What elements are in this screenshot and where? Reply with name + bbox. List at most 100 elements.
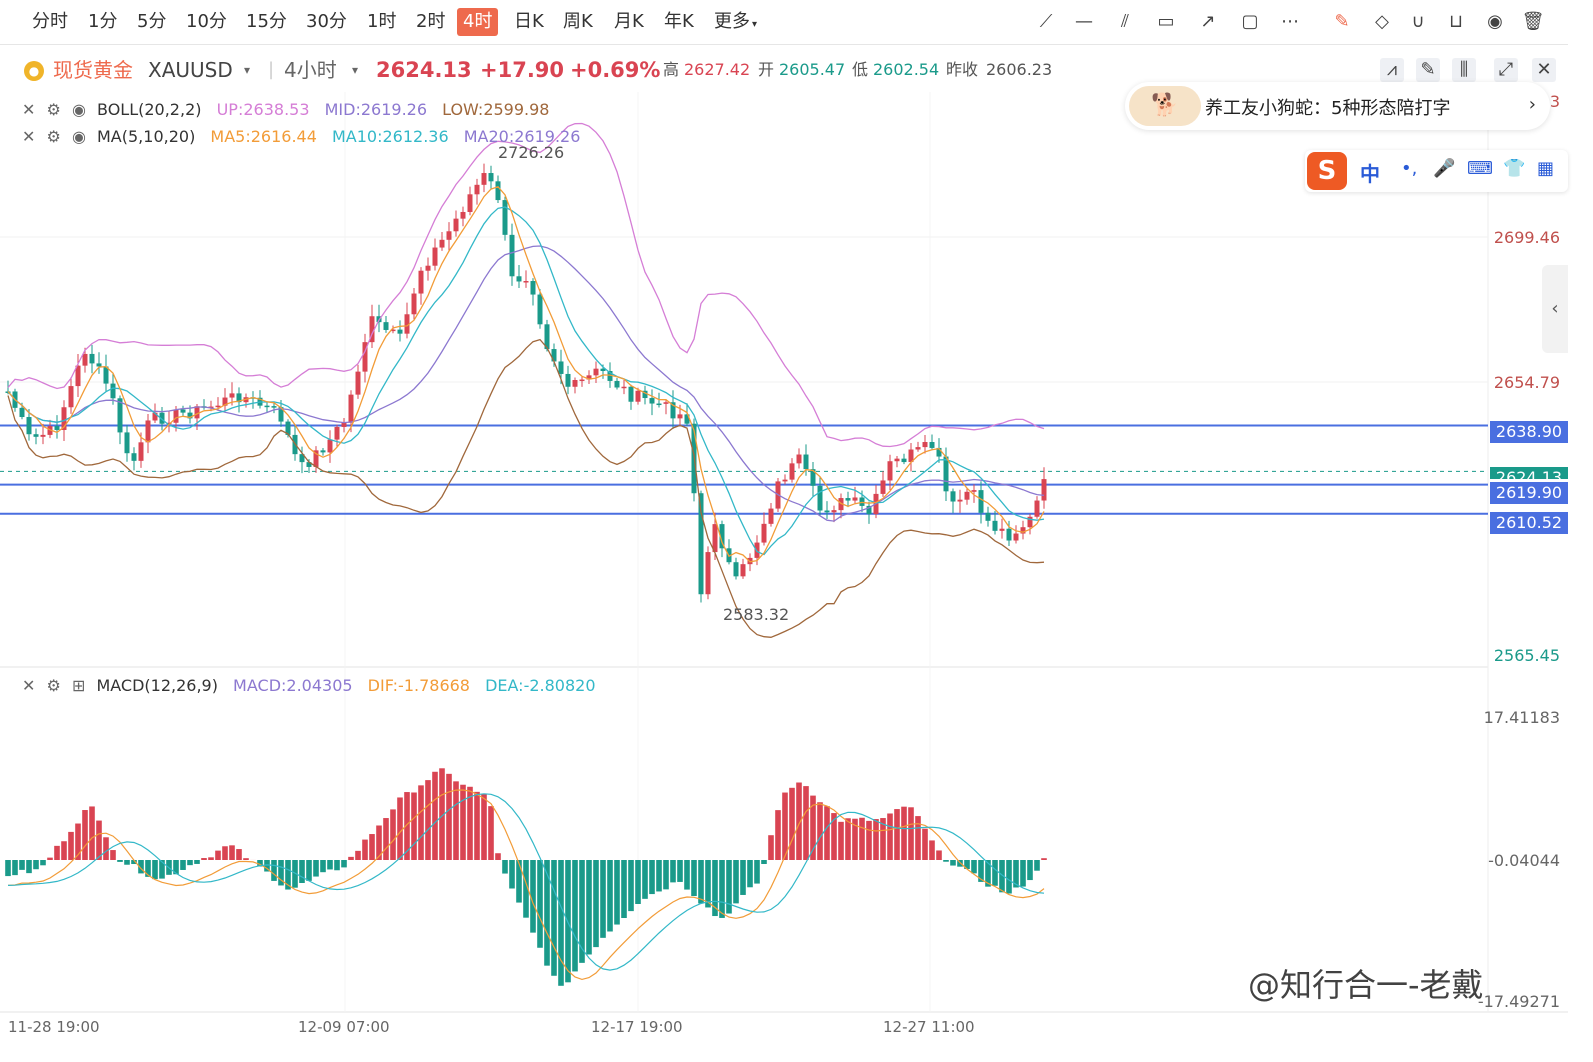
indicator-icon[interactable]: ⫼	[1452, 58, 1476, 82]
more-dots-icon[interactable]: ⋯	[1281, 11, 1299, 32]
macd-histogram-bar	[390, 809, 396, 860]
macd-histogram-bar	[936, 850, 942, 860]
arrow-icon[interactable]: ↗	[1200, 11, 1216, 32]
tf-1h[interactable]: 1时	[367, 11, 397, 32]
eye-icon[interactable]: ◉	[71, 127, 86, 146]
candle-body	[894, 458, 900, 462]
chart-type-icon[interactable]: ⩘	[1380, 58, 1404, 82]
settings-icon[interactable]: ⚙	[46, 127, 61, 146]
mic-icon[interactable]: 🎤	[1433, 158, 1456, 179]
kline-chart[interactable]	[0, 0, 1568, 1045]
macd-axis-label: -17.49271	[1477, 992, 1560, 1011]
ime-lang[interactable]: 中	[1360, 162, 1380, 186]
trash-icon[interactable]: 🗑	[1521, 11, 1545, 32]
symbol-name[interactable]: 现货黄金	[53, 58, 133, 82]
lock-icon[interactable]: ⊔	[1448, 11, 1464, 32]
high-label: 高	[663, 60, 680, 79]
tf-4h[interactable]: 4时	[457, 8, 499, 36]
close-icon[interactable]: ✕	[22, 676, 36, 695]
tf-week[interactable]: 周K	[563, 11, 593, 32]
close-icon[interactable]: ✕	[22, 100, 36, 119]
sogou-logo-icon[interactable]: S	[1307, 152, 1347, 190]
skin-icon[interactable]: 👕	[1503, 158, 1526, 179]
rectangle-icon[interactable]: ▭	[1157, 11, 1175, 32]
tf-15min[interactable]: 15分	[246, 11, 287, 32]
macd-histogram-bar	[670, 860, 676, 883]
hline-tag[interactable]: 2619.90	[1490, 482, 1568, 504]
macd-histogram-bar	[1027, 860, 1033, 881]
macd-histogram-bar	[859, 817, 865, 860]
close-icon[interactable]: ✕	[22, 127, 36, 146]
eye-icon[interactable]: ◉	[71, 100, 86, 119]
macd-histogram-bar	[299, 860, 305, 883]
candle-body	[957, 499, 963, 502]
tf-year[interactable]: 年K	[664, 11, 694, 32]
eye-icon[interactable]: ◉	[1487, 11, 1503, 32]
macd-histogram-bar	[488, 806, 494, 860]
tf-month[interactable]: 月K	[614, 11, 644, 32]
candle-body	[411, 293, 417, 315]
settings-icon[interactable]: ⚙	[46, 676, 61, 695]
draw-icon[interactable]: ✎	[1416, 58, 1440, 82]
macd-histogram-bar	[901, 806, 907, 860]
eraser-icon[interactable]: ◇	[1375, 11, 1389, 32]
tf-30min[interactable]: 30分	[306, 11, 347, 32]
tf-day[interactable]: 日K	[514, 11, 544, 32]
candle-body	[271, 406, 277, 408]
fullscreen-icon[interactable]: ⤢	[1494, 58, 1518, 82]
tf-more[interactable]: 更多 ▾	[714, 8, 757, 36]
candle-body	[866, 505, 872, 515]
boll-name: BOLL(20,2,2)	[97, 100, 202, 119]
macd-histogram-bar	[607, 860, 613, 932]
candle-body	[943, 456, 949, 492]
candle-body	[845, 498, 851, 501]
macd-histogram-bar	[866, 820, 872, 860]
comment-icon[interactable]: ▢	[1241, 11, 1259, 32]
tf-2h[interactable]: 2时	[416, 11, 446, 32]
candle-body	[19, 407, 25, 418]
candle-body	[278, 407, 284, 422]
macd-histogram-bar	[75, 823, 81, 860]
horizontal-line-icon[interactable]: —	[1075, 11, 1093, 32]
time-axis-label: 11-28 19:00	[8, 1018, 100, 1036]
punctuation-icon[interactable]: •,	[1401, 158, 1418, 179]
hline-tag[interactable]: 2638.90	[1490, 421, 1568, 443]
macd-histogram-bar	[649, 860, 655, 895]
candle-body	[222, 397, 228, 406]
keyboard-icon[interactable]: ⌨	[1467, 158, 1493, 179]
line-tool-icon[interactable]: ⟋	[1039, 11, 1053, 32]
tf-5min[interactable]: 5分	[137, 11, 167, 32]
candle-body	[33, 434, 39, 437]
macd-histogram-bar	[572, 860, 578, 972]
promo-banner[interactable]: 🐕 养工友小狗蛇：5种形态陪打字 ›	[1125, 82, 1550, 130]
magnet-icon[interactable]: ∪	[1411, 11, 1425, 32]
tf-1min[interactable]: 1分	[88, 11, 118, 32]
macd-histogram-bar	[600, 860, 606, 938]
candle-body	[579, 379, 585, 382]
side-collapse-tab[interactable]: ‹	[1542, 265, 1568, 353]
macd-histogram-bar	[705, 860, 711, 908]
period-chevron-icon[interactable]: ▾	[352, 63, 359, 77]
parallel-lines-icon[interactable]: ⫽	[1120, 11, 1130, 32]
period-select[interactable]: 4小时	[284, 58, 337, 82]
macd-histogram-bar	[824, 806, 830, 860]
tf-10min[interactable]: 10分	[186, 11, 227, 32]
apps-icon[interactable]: ▦	[1537, 158, 1555, 179]
macd-histogram-bar	[243, 858, 249, 860]
settings-icon[interactable]: ⚙	[46, 100, 61, 119]
macd-histogram-bar	[831, 813, 837, 860]
symbol-code[interactable]: XAUUSD	[148, 58, 233, 82]
close-icon[interactable]: ✕	[1532, 58, 1556, 82]
symbol-chevron-icon[interactable]: ▾	[244, 63, 251, 77]
macd-histogram-bar	[460, 784, 466, 860]
macd-histogram-bar	[145, 860, 151, 877]
time-axis-label: 12-17 19:00	[591, 1018, 683, 1036]
candle-body	[670, 402, 676, 419]
expand-icon[interactable]: ⊞	[71, 676, 86, 695]
tf-fenshi[interactable]: 分时	[32, 11, 68, 32]
timeframe-toolbar: 分时 1分 5分 10分 15分 30分 1时 2时 4时 日K 周K 月K 年…	[0, 0, 1568, 45]
macd-histogram-bar	[446, 773, 452, 860]
hline-tag[interactable]: 2610.52	[1490, 512, 1568, 534]
edit-icon[interactable]: ✎	[1334, 11, 1350, 32]
price-change-pct: +0.69%	[570, 58, 661, 82]
